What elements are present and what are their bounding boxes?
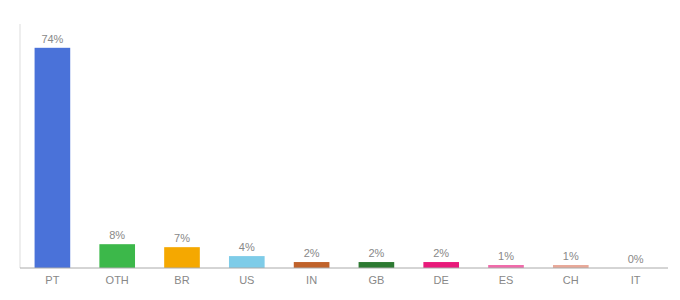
data-label: 7% bbox=[174, 232, 190, 244]
bar bbox=[35, 48, 71, 268]
x-tick-label: PT bbox=[45, 274, 59, 286]
chart: 74% 8% 7% 4% 2% 2% 2% 1% 1% 0% PT OTH BR US IN GB DE ES CH… bbox=[0, 0, 680, 300]
data-label: 2% bbox=[368, 247, 384, 259]
data-label: 2% bbox=[304, 247, 320, 259]
data-label: 1% bbox=[498, 250, 514, 262]
x-tick-label: OTH bbox=[106, 274, 129, 286]
bar bbox=[164, 247, 200, 268]
data-label: 8% bbox=[109, 229, 125, 241]
bar bbox=[423, 262, 459, 268]
x-tick-label: IN bbox=[306, 274, 317, 286]
bars bbox=[35, 48, 589, 268]
chart-container: 74% 8% 7% 4% 2% 2% 2% 1% 1% 0% PT OTH BR US IN GB DE ES CH… bbox=[0, 0, 680, 300]
x-tick-label: IT bbox=[631, 274, 641, 286]
bar bbox=[359, 262, 395, 268]
x-axis-line bbox=[20, 268, 668, 269]
data-label: 74% bbox=[41, 33, 63, 45]
x-tick-label: ES bbox=[499, 274, 514, 286]
data-label: 1% bbox=[563, 250, 579, 262]
x-tick-label: DE bbox=[434, 274, 449, 286]
x-tick-label: GB bbox=[368, 274, 384, 286]
x-tick-label: CH bbox=[563, 274, 579, 286]
x-tick-label: BR bbox=[174, 274, 189, 286]
data-label: 4% bbox=[239, 241, 255, 253]
y-axis-line bbox=[20, 24, 21, 268]
data-label: 0% bbox=[628, 253, 644, 265]
bar bbox=[294, 262, 330, 268]
x-tick-label: US bbox=[239, 274, 254, 286]
data-label: 2% bbox=[433, 247, 449, 259]
bar bbox=[229, 256, 265, 268]
bar bbox=[99, 244, 135, 268]
